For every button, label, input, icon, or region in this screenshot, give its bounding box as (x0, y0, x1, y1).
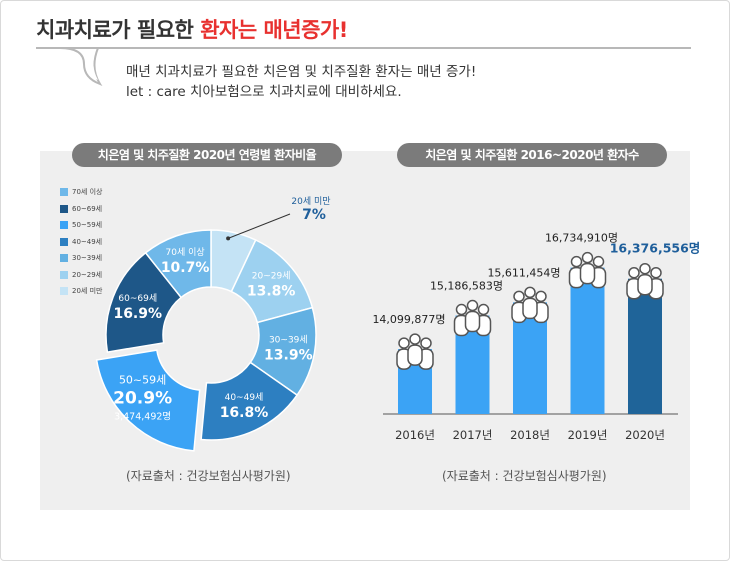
legend-swatch (60, 221, 68, 230)
bar-value-label: 15,186,583명 (430, 280, 503, 293)
legend-item: 50~59세 (60, 217, 102, 234)
callout-line (227, 213, 291, 239)
callout-dot (226, 236, 231, 241)
pie-chart-title: 치은염 및 치주질환 2020년 연령별 환자비율 (72, 143, 342, 167)
intro-line-1: 매년 치과치료가 필요한 치은염 및 치주질환 환자는 매년 증가! (126, 64, 477, 80)
bar-value-label: 16,734,910명 (545, 232, 618, 245)
intro-line-2: let : care 치아보험으로 치과치료에 대비하세요. (126, 84, 402, 100)
slice-label: 50~59세 (119, 374, 166, 387)
donut-slice (200, 361, 299, 441)
legend-item: 20세 미만 (60, 283, 102, 300)
legend-label: 50~59세 (72, 221, 103, 230)
bar-value-label: 15,611,454명 (487, 266, 560, 279)
bar-chart-title: 치은염 및 치주질환 2016~2020년 환자수 (397, 143, 667, 167)
legend-item: 40~49세 (60, 234, 102, 251)
bar (570, 267, 605, 414)
x-tick-label: 2018년 (510, 428, 550, 442)
legend-swatch (60, 287, 68, 296)
speech-bubble-pointer (59, 47, 691, 86)
legend-item: 30~39세 (60, 250, 102, 267)
page-title: 치과치료가 필요한 환자는 매년증가! (36, 14, 348, 44)
slice-label: 20~29세 (252, 271, 291, 282)
legend-item: 60~69세 (60, 201, 102, 218)
x-tick-label: 2016년 (395, 428, 435, 442)
legend-swatch (60, 237, 68, 246)
legend-label: 40~49세 (72, 237, 103, 246)
title-highlight: 환자는 매년증가! (200, 18, 348, 42)
donut-slice (95, 349, 201, 452)
bar-source: (자료출처 : 건강보험심사평가원) (442, 469, 607, 483)
slice-value: 10.7% (161, 260, 210, 276)
slice-label: 30~39세 (269, 334, 308, 345)
people-icon (511, 286, 549, 324)
legend-label: 20~29세 (72, 270, 103, 279)
slice-value: 16.9% (113, 306, 162, 322)
legend-swatch (60, 270, 68, 279)
slice-value: 13.8% (247, 284, 296, 300)
donut-slice (105, 251, 183, 353)
legend-label: 30~39세 (72, 254, 103, 263)
legend-label: 70세 이상 (72, 188, 103, 197)
bar (628, 278, 662, 414)
legend-label: 60~69세 (72, 204, 103, 213)
slice-value: 13.9% (264, 347, 313, 363)
legend-label: 20세 미만 (72, 287, 103, 296)
people-icon (453, 299, 492, 337)
x-tick-label: 2019년 (568, 428, 608, 442)
slice-label: 20세 미만 (291, 196, 330, 207)
legend-item: 20~29세 (60, 267, 102, 284)
legend-item: 70세 이상 (60, 184, 102, 201)
people-icon (626, 262, 664, 300)
people-icon (396, 333, 434, 370)
legend-swatch (60, 254, 68, 263)
slice-value: 7% (302, 207, 326, 223)
intro-text: 매년 치과치료가 필요한 치은염 및 치주질환 환자는 매년 증가! let :… (126, 62, 476, 102)
title-prefix: 치과치료가 필요한 (36, 18, 201, 42)
people-icon (568, 251, 607, 289)
slice-label: 70세 이상 (166, 247, 205, 258)
legend-swatch (60, 188, 68, 197)
donut-slice (144, 229, 212, 299)
bar-value-label: 16,376,556명 (610, 241, 701, 256)
slice-value: 16.8% (220, 405, 269, 421)
slice-note: 3,474,492명 (114, 412, 171, 423)
x-tick-label: 2017년 (453, 428, 493, 442)
slice-value: 20.9% (113, 389, 172, 409)
pie-legend: 70세 이상 60~69세 50~59세 40~49세 30~39세 20~29세 20세 … (60, 184, 102, 300)
x-tick-label: 2020년 (625, 428, 665, 442)
slice-label: 40~49세 (225, 392, 264, 403)
legend-swatch (60, 204, 68, 213)
bar-value-label: 14,099,877명 (372, 313, 445, 326)
pie-source: (자료출처 : 건강보험심사평가원) (126, 469, 291, 483)
slice-label: 60~69세 (118, 293, 157, 304)
